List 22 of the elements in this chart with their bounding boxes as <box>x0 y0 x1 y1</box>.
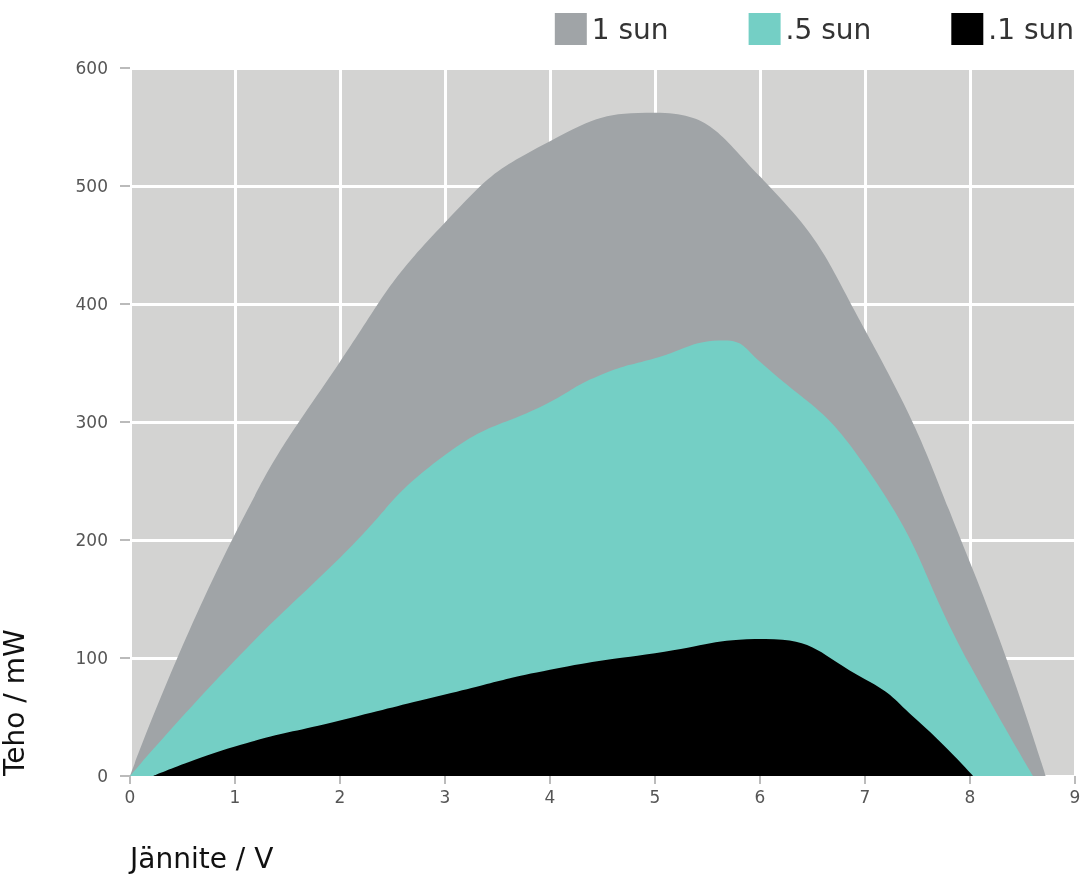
legend-label: .5 sun <box>785 12 872 46</box>
legend-label: .1 sun <box>988 12 1075 46</box>
x-tick-label: 3 <box>439 786 451 807</box>
x-tick-label: 5 <box>649 786 661 807</box>
x-tick-label: 8 <box>964 786 976 807</box>
x-tick-label: 1 <box>229 786 241 807</box>
y-tick-label: 100 <box>75 648 108 668</box>
x-tick-label: 7 <box>859 786 871 807</box>
x-tick-label: 6 <box>754 786 766 807</box>
y-tick-label: 600 <box>75 58 108 78</box>
x-tick-label: 9 <box>1069 786 1081 807</box>
x-axis-title: Jännite / V <box>128 841 274 875</box>
y-tick-label: 400 <box>75 294 108 314</box>
x-tick-label: 2 <box>334 786 346 807</box>
y-axis-title: Teho / mW <box>0 629 31 777</box>
y-tick-label: 500 <box>75 176 108 196</box>
y-tick-label: 300 <box>75 412 108 432</box>
x-tick-label: 0 <box>124 786 136 807</box>
x-tick-label: 4 <box>544 786 556 807</box>
y-tick-label: 0 <box>97 766 108 786</box>
y-tick-label: 200 <box>75 530 108 550</box>
legend-label: 1 sun <box>591 12 669 46</box>
